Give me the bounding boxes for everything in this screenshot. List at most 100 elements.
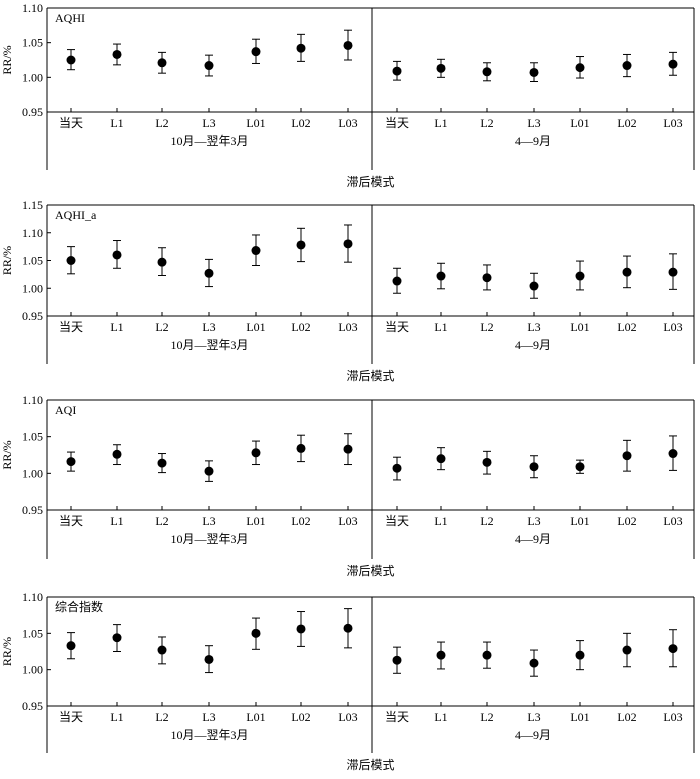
data-point bbox=[436, 63, 446, 73]
chart-title: 综合指数 bbox=[55, 599, 103, 614]
data-point bbox=[668, 59, 678, 69]
y-tick-label: 1.05 bbox=[22, 254, 43, 268]
x-tick-label: 当天 bbox=[59, 514, 83, 528]
data-point bbox=[436, 271, 446, 281]
chart-panel-2: 0.95 1.00 1.05 1.10 1.15 RR/% AQHI_a 当天 L1 L2 L3 L0… bbox=[0, 198, 695, 383]
x-tick-label: L1 bbox=[434, 514, 447, 528]
x-tick-label: L1 bbox=[110, 710, 123, 724]
group-label: 10月—翌年3月 bbox=[170, 338, 248, 352]
data-point bbox=[529, 67, 539, 77]
x-tick-label: L03 bbox=[338, 514, 357, 528]
y-axis-label: RR/% bbox=[0, 246, 14, 275]
group-label: 10月—翌年3月 bbox=[170, 134, 248, 148]
x-tick-label: L3 bbox=[527, 320, 540, 334]
y-tick-label: 1.05 bbox=[22, 626, 43, 640]
x-tick-label: L2 bbox=[155, 514, 168, 528]
data-point bbox=[622, 645, 632, 655]
x-tick-label: L01 bbox=[246, 320, 265, 334]
data-point bbox=[343, 623, 353, 633]
x-tick-label: L1 bbox=[434, 710, 447, 724]
y-tick-label: 1.10 bbox=[22, 590, 43, 604]
y-tick-label: 1.00 bbox=[22, 466, 43, 480]
x-tick-label: L3 bbox=[527, 116, 540, 130]
data-point bbox=[296, 240, 306, 250]
x-tick-label: L3 bbox=[202, 514, 215, 528]
x-axis-label: 滞后模式 bbox=[346, 369, 394, 383]
x-tick-label: L03 bbox=[663, 116, 682, 130]
data-point bbox=[112, 250, 122, 260]
x-tick-label: L3 bbox=[527, 514, 540, 528]
x-tick-label: L01 bbox=[246, 710, 265, 724]
y-axis-label: RR/% bbox=[0, 440, 14, 469]
x-tick-label: L02 bbox=[291, 710, 310, 724]
x-tick-label: L2 bbox=[480, 320, 493, 334]
x-tick-label: 当天 bbox=[59, 320, 83, 334]
chart-title: AQI bbox=[55, 403, 76, 417]
x-tick-label: L3 bbox=[202, 116, 215, 130]
x-tick-label: L01 bbox=[246, 514, 265, 528]
x-tick-label: 当天 bbox=[59, 116, 83, 130]
x-tick-label: L02 bbox=[617, 514, 636, 528]
data-point bbox=[204, 654, 214, 664]
group-label: 4—9月 bbox=[515, 338, 551, 352]
y-tick-label: 1.10 bbox=[22, 226, 43, 240]
x-tick-label: L3 bbox=[202, 710, 215, 724]
y-tick-label: 0.95 bbox=[22, 503, 43, 517]
data-point bbox=[66, 457, 76, 467]
data-point bbox=[296, 624, 306, 634]
x-tick-label: 当天 bbox=[59, 710, 83, 724]
x-tick-label: L3 bbox=[527, 710, 540, 724]
data-point bbox=[668, 644, 678, 654]
chart-panel-1: 0.95 1.00 1.05 1.10 RR/% AQHI 当天 L1 L2 L3 L01 L02 L0… bbox=[0, 1, 695, 189]
x-tick-label: L2 bbox=[480, 116, 493, 130]
x-tick-label: L2 bbox=[480, 710, 493, 724]
data-point bbox=[392, 66, 402, 76]
data-point bbox=[575, 650, 585, 660]
x-tick-label: L01 bbox=[246, 116, 265, 130]
data-point bbox=[482, 273, 492, 283]
data-point bbox=[112, 49, 122, 59]
x-tick-label: L01 bbox=[570, 514, 589, 528]
x-tick-label: L1 bbox=[434, 320, 447, 334]
x-tick-label: L02 bbox=[617, 116, 636, 130]
data-point bbox=[529, 462, 539, 472]
x-tick-label: L3 bbox=[202, 320, 215, 334]
data-point bbox=[157, 58, 167, 68]
data-point bbox=[482, 457, 492, 467]
y-tick-label: 0.95 bbox=[22, 105, 43, 119]
chart-title: AQHI bbox=[55, 11, 85, 25]
y-axis-label: RR/% bbox=[0, 45, 14, 74]
data-point bbox=[622, 61, 632, 71]
y-tick-label: 1.05 bbox=[22, 36, 43, 50]
x-tick-label: L1 bbox=[110, 116, 123, 130]
x-axis-label: 滞后模式 bbox=[346, 564, 394, 578]
x-tick-label: L02 bbox=[291, 514, 310, 528]
x-tick-label: 当天 bbox=[385, 514, 409, 528]
y-tick-label: 1.00 bbox=[22, 70, 43, 84]
x-tick-label: L03 bbox=[338, 710, 357, 724]
x-tick-label: L2 bbox=[155, 116, 168, 130]
data-point bbox=[66, 256, 76, 265]
y-tick-label: 1.10 bbox=[22, 1, 43, 15]
x-tick-label: 当天 bbox=[385, 320, 409, 334]
y-tick-label: 1.00 bbox=[22, 281, 43, 295]
data-point bbox=[157, 645, 167, 655]
group-label: 4—9月 bbox=[515, 532, 551, 546]
x-tick-label: L01 bbox=[570, 320, 589, 334]
data-point bbox=[66, 641, 76, 651]
data-point bbox=[66, 55, 76, 65]
data-point bbox=[251, 628, 261, 638]
x-tick-label: L2 bbox=[480, 514, 493, 528]
x-tick-label: L1 bbox=[110, 514, 123, 528]
data-point bbox=[251, 47, 261, 57]
data-point bbox=[157, 458, 167, 468]
x-tick-label: L03 bbox=[338, 116, 357, 130]
y-tick-label: 0.95 bbox=[22, 699, 43, 713]
data-point bbox=[436, 454, 446, 464]
data-point bbox=[436, 650, 446, 660]
data-point bbox=[296, 443, 306, 453]
data-point bbox=[575, 63, 585, 73]
y-tick-label: 0.95 bbox=[22, 309, 43, 323]
data-point bbox=[482, 67, 492, 77]
